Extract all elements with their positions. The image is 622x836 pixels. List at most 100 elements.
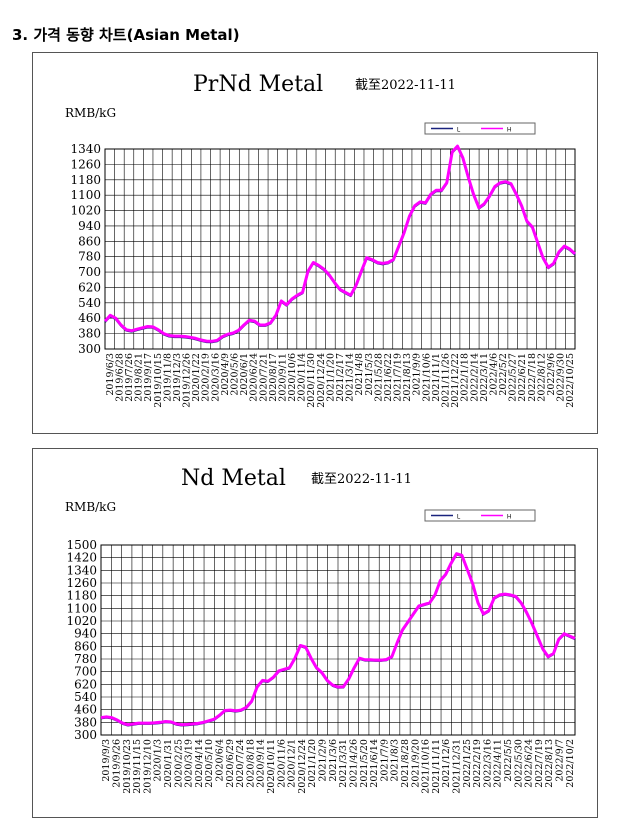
chart2-x-tick-label: 2021/4/26 [348, 739, 359, 788]
chart1-x-tick-label: 2020/3/16 [210, 353, 221, 402]
chart1-y-tick-label: 780 [78, 250, 101, 264]
chart2-x-tick-label: 2020/1/31 [163, 739, 174, 788]
chart1-x-tick-label: 2022/1/18 [460, 353, 471, 402]
chart1-y-tick-label: 1260 [70, 157, 101, 171]
chart1-y-tick-label: 620 [78, 280, 101, 294]
chart2-x-tick-label: 2021/8/28 [400, 739, 411, 788]
chart2-y-tick-label: 540 [74, 690, 97, 704]
chart2-legend-box [424, 509, 536, 522]
chart1-x-tick-label: 2019/12/3 [172, 353, 183, 402]
chart2-x-tick-label: 2019/9/3 [101, 739, 112, 782]
chart1-y-tick-label: 1340 [70, 142, 101, 156]
chart1-x-tick-label: 2019/10/15 [153, 353, 164, 408]
chart2-x-tick-label: 2020/2/25 [173, 739, 184, 788]
chart1-y-tick-label: 1100 [70, 188, 101, 202]
chart1-x-tick-label: 2020/11/4 [297, 353, 308, 402]
chart1-x-tick-label: 2020/7/21 [258, 353, 269, 402]
chart2-y-tick-label: 1500 [66, 538, 97, 552]
chart2-x-tick-label: 2022/3/16 [482, 739, 493, 788]
chart2-x-tick-label: 2020/3/19 [184, 739, 195, 788]
chart2-x-tick-label: 2020/12/24 [297, 739, 308, 794]
chart2-x-tick-label: 2019/9/26 [111, 739, 122, 788]
chart1-x-tick-label: 2020/6/24 [249, 353, 260, 402]
chart2-x-tick-label: 2021/12/31 [452, 739, 463, 794]
chart2-x-tick-label: 2021/5/20 [359, 739, 370, 788]
chart2-x-tick-label: 2020/1/3 [153, 739, 164, 782]
chart1-x-tick-label: 2022/9/6 [546, 353, 557, 396]
chart2-y-tick-label: 460 [74, 703, 97, 717]
chart1-y-tick-label: 540 [78, 296, 101, 310]
chart2-series-line-H [100, 552, 576, 727]
chart2-x-tick-label: 2020/4/14 [194, 739, 205, 788]
chart1-x-tick-label: 2020/2/19 [201, 353, 212, 402]
chart2-x-tick-label: 2020/6/29 [225, 739, 236, 788]
chart2-y-tick-label: 380 [74, 715, 97, 729]
chart1-x-tick-label: 2020/12/24 [316, 353, 327, 408]
chart1-x-tick-label: 2021/6/22 [383, 353, 394, 402]
chart1-x-tick-label: 2022/4/6 [488, 353, 499, 396]
chart2-x-tick-label: 2021/9/20 [410, 739, 421, 788]
chart2-x-tick-label: 2020/7/24 [235, 739, 246, 788]
chart1-x-tick-label: 2022/2/14 [469, 353, 480, 402]
chart2-y-tick-label: 1100 [66, 601, 97, 615]
chart2-legend-label-H: H [507, 515, 511, 521]
chart2-y-axis-label: RMB/kG [65, 500, 116, 514]
chart2-legend-label-L: L [457, 515, 461, 521]
chart2-x-tick-label: 2022/4/11 [493, 739, 504, 788]
chart1-x-tick-label: 2021/10/6 [421, 353, 432, 402]
chart2-y-tick-label: 1340 [66, 563, 97, 577]
chart2-x-tick-label: 2022/5/30 [513, 739, 524, 788]
chart2-y-tick-label: 700 [74, 665, 97, 679]
chart2-x-tick-label: 2020/12/1 [287, 739, 298, 788]
chart2-x-tick-label: 2022/6/24 [524, 739, 535, 788]
chart2-x-tick-label: 2019/12/10 [142, 739, 153, 794]
chart1-x-tick-label: 2019/6/28 [114, 353, 125, 402]
chart2-x-tick-label: 2021/6/14 [369, 739, 380, 788]
chart1-x-tick-label: 2021/7/19 [393, 353, 404, 402]
chart2-subtitle: 截至2022-11-11 [311, 472, 412, 487]
chart2-x-tick-label: 2020/6/4 [215, 739, 226, 782]
chart1-x-tick-label: 2022/6/21 [517, 353, 528, 402]
chart2-y-tick-label: 620 [74, 677, 97, 691]
chart1-y-tick-label: 860 [78, 234, 101, 248]
chart1-x-tick-label: 2020/4/9 [220, 353, 231, 396]
chart1-legend-label-H: H [507, 128, 511, 134]
chart2-x-tick-label: 2021/10/16 [421, 739, 432, 794]
chart1-x-tick-label: 2019/7/26 [124, 353, 135, 402]
chart2-x-tick-label: 2022/7/19 [534, 739, 545, 788]
chart1-x-tick-label: 2021/12/22 [450, 353, 461, 408]
chart1-x-tick-label: 2021/11/1 [431, 353, 442, 402]
chart2-x-tick-label: 2020/5/10 [204, 739, 215, 788]
chart2-x-tick-label: 2022/5/5 [503, 739, 514, 782]
chart1-x-tick-label: 2021/2/17 [335, 353, 346, 402]
chart1-x-tick-label: 2021/8/13 [402, 353, 413, 402]
chart1-x-tick-label: 2020/9/11 [277, 353, 288, 402]
chart2-x-tick-label: 2020/8/18 [245, 739, 256, 788]
nd-chart-panel: Nd Metal 截至2022-11-11 RMB/kG L H 300 380 460 540… [32, 448, 598, 818]
chart1-legend-box [424, 122, 536, 135]
chart2-x-tick-label: 2021/8/3 [390, 739, 401, 782]
chart2-y-tick-label: 300 [74, 728, 97, 742]
chart2-x-tick-label: 2021/12/6 [441, 739, 452, 788]
chart2-x-tick-label: 2021/3/6 [328, 739, 339, 782]
chart1-x-tick-label: 2019/11/8 [162, 353, 173, 402]
chart2-x-tick-label: 2019/10/23 [122, 739, 133, 794]
chart1-title: PrNd Metal [193, 72, 323, 97]
chart1-x-tick-label: 2022/8/12 [536, 353, 547, 402]
chart2-x-tick-label: 2021/3/31 [338, 739, 349, 788]
chart1-y-tick-label: 1180 [70, 173, 101, 187]
chart1-x-tick-label: 2019/8/21 [134, 353, 145, 402]
chart2-x-tick-label: 2021/11/11 [431, 739, 442, 794]
chart2-x-tick-label: 2019/11/15 [132, 739, 143, 794]
chart2-y-tick-label: 1020 [66, 614, 97, 628]
chart2-x-tick-label: 2022/9/7 [555, 739, 566, 782]
chart1-y-axis-label: RMB/kG [65, 106, 116, 120]
chart1-subtitle: 截至2022-11-11 [355, 78, 456, 93]
chart2-x-tick-label: 2021/2/9 [318, 739, 329, 782]
chart1-y-tick-label: 460 [78, 311, 101, 325]
chart2-y-tick-label: 780 [74, 652, 97, 666]
chart1-x-tick-label: 2021/3/14 [345, 353, 356, 402]
